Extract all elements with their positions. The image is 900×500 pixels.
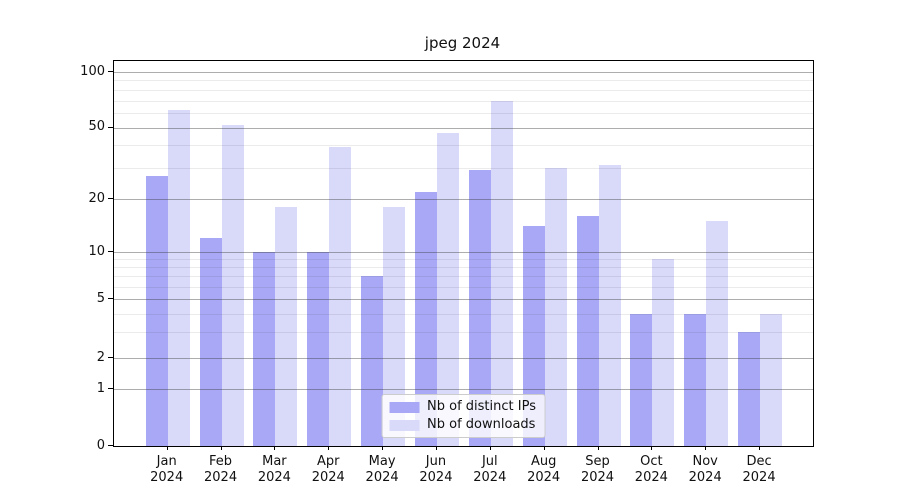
bar-distinct-ips-jan (145, 175, 168, 446)
x-tick-may (382, 446, 384, 450)
y-tick-1 (108, 388, 113, 390)
legend-swatch-distinct-ips-icon (389, 401, 420, 413)
y-tick-2 (108, 357, 113, 359)
x-tick-mar (274, 446, 276, 450)
y-tick-label-0: 0 (96, 437, 105, 453)
bar-downloads-oct (652, 259, 675, 446)
bar-distinct-ips-apr (307, 252, 330, 446)
bar-downloads-dec (760, 313, 783, 446)
bar-distinct-ips-oct (630, 313, 653, 446)
legend-item-downloads: Nb of downloads (389, 418, 536, 432)
bar-downloads-may (383, 207, 406, 446)
x-tick-label-may: May 2024 (365, 454, 399, 485)
x-tick-nov (705, 446, 707, 450)
x-tick-label-feb: Feb 2024 (204, 454, 238, 485)
x-tick-label-jun: Jun 2024 (419, 454, 453, 485)
bar-distinct-ips-may (361, 276, 384, 446)
bar-distinct-ips-jun (414, 191, 437, 446)
legend: Nb of distinct IPs Nb of downloads (381, 394, 546, 438)
y-tick-label-1: 1 (96, 380, 105, 396)
x-tick-label-jul: Jul 2024 (473, 454, 507, 485)
y-tick-label-5: 5 (96, 290, 105, 306)
y-tick-50 (108, 126, 113, 128)
y-tick-label-2: 2 (96, 349, 105, 365)
bar-distinct-ips-jul (468, 170, 491, 446)
x-tick-apr (328, 446, 330, 450)
y-tick-label-20: 20 (88, 190, 105, 206)
bar-distinct-ips-dec (738, 332, 761, 446)
bar-distinct-ips-mar (253, 252, 276, 446)
bar-downloads-nov (706, 221, 729, 446)
x-tick-dec (759, 446, 761, 450)
y-tick-label-100: 100 (80, 63, 105, 79)
y-tick-0 (108, 445, 113, 446)
y-tick-100 (108, 71, 113, 72)
x-tick-jan (166, 446, 168, 450)
bar-downloads-sep (598, 165, 621, 446)
bar-downloads-aug (544, 167, 567, 446)
x-tick-label-nov: Nov 2024 (688, 454, 722, 485)
legend-swatch-downloads-icon (389, 419, 420, 431)
y-tick-10 (108, 251, 113, 252)
x-tick-label-oct: Oct 2024 (634, 454, 668, 485)
y-tick-5 (108, 298, 113, 300)
x-tick-oct (651, 446, 653, 450)
x-tick-label-sep: Sep 2024 (580, 454, 615, 485)
legend-item-distinct-ips: Nb of distinct IPs (389, 400, 536, 414)
bar-distinct-ips-aug (522, 226, 545, 446)
bar-downloads-feb (221, 124, 244, 446)
y-tick-label-10: 10 (88, 243, 105, 259)
x-tick-label-mar: Mar 2024 (257, 454, 291, 485)
x-tick-aug (543, 446, 545, 450)
x-tick-label-jan: Jan 2024 (150, 454, 184, 485)
bar-downloads-mar (275, 207, 298, 446)
bar-distinct-ips-sep (576, 216, 599, 446)
bar-downloads-jan (167, 110, 190, 446)
x-tick-label-dec: Dec 2024 (742, 454, 776, 485)
legend-label-distinct-ips: Nb of distinct IPs (427, 399, 536, 414)
legend-label-downloads: Nb of downloads (427, 417, 536, 432)
bar-distinct-ips-feb (199, 238, 222, 446)
x-tick-label-apr: Apr 2024 (311, 454, 345, 485)
bar-downloads-jul (490, 100, 513, 446)
bar-downloads-jun (436, 132, 459, 446)
x-tick-jun (435, 446, 437, 450)
bars-layer (114, 61, 813, 446)
x-tick-sep (597, 446, 599, 450)
bar-distinct-ips-nov (684, 313, 707, 446)
x-tick-label-aug: Aug 2024 (527, 454, 561, 485)
bar-downloads-apr (329, 147, 352, 446)
x-tick-feb (220, 446, 222, 450)
y-tick-label-50: 50 (88, 119, 105, 135)
chart-title: jpeg 2024 (424, 34, 501, 52)
plot-area: Nb of distinct IPs Nb of downloads (113, 60, 814, 447)
x-tick-jul (489, 446, 491, 450)
y-tick-20 (108, 198, 113, 200)
